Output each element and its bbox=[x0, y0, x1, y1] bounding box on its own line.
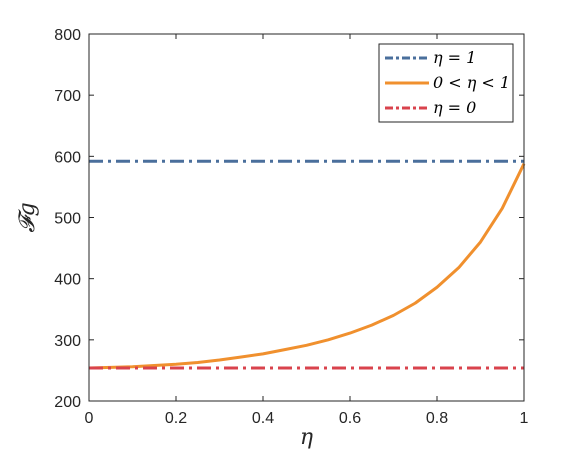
x-tick-label: 0.2 bbox=[165, 410, 187, 427]
x-tick-label: 0.6 bbox=[339, 410, 361, 427]
legend-label: 0 < η < 1 bbox=[433, 73, 510, 92]
x-tick-label: 0.8 bbox=[426, 410, 448, 427]
ticks: 0 0.2 0.4 0.6 0.8 1 200 300 400 500 600 700 800 bbox=[54, 27, 528, 427]
y-tick-label: 600 bbox=[54, 149, 81, 166]
legend: η = 1 0 < η < 1 η = 0 bbox=[378, 43, 514, 123]
legend-label: η = 1 bbox=[433, 48, 476, 67]
x-tick-label: 0.4 bbox=[252, 410, 274, 427]
y-tick-label: 400 bbox=[54, 272, 81, 289]
y-tick-label: 500 bbox=[54, 211, 81, 228]
y-tick-label: 200 bbox=[54, 394, 81, 411]
x-tick-label: 1 bbox=[520, 410, 529, 427]
series-line-1 bbox=[88, 163, 526, 370]
y-axis-label: 𝓕g bbox=[15, 202, 40, 232]
plot-lines bbox=[88, 159, 526, 370]
y-tick-label: 800 bbox=[54, 27, 81, 44]
y-tick-label: 300 bbox=[54, 333, 81, 350]
x-tick-label: 0 bbox=[85, 410, 94, 427]
legend-label: η = 0 bbox=[433, 98, 476, 117]
x-axis-label: η bbox=[300, 425, 313, 450]
y-tick-label: 700 bbox=[54, 88, 81, 105]
